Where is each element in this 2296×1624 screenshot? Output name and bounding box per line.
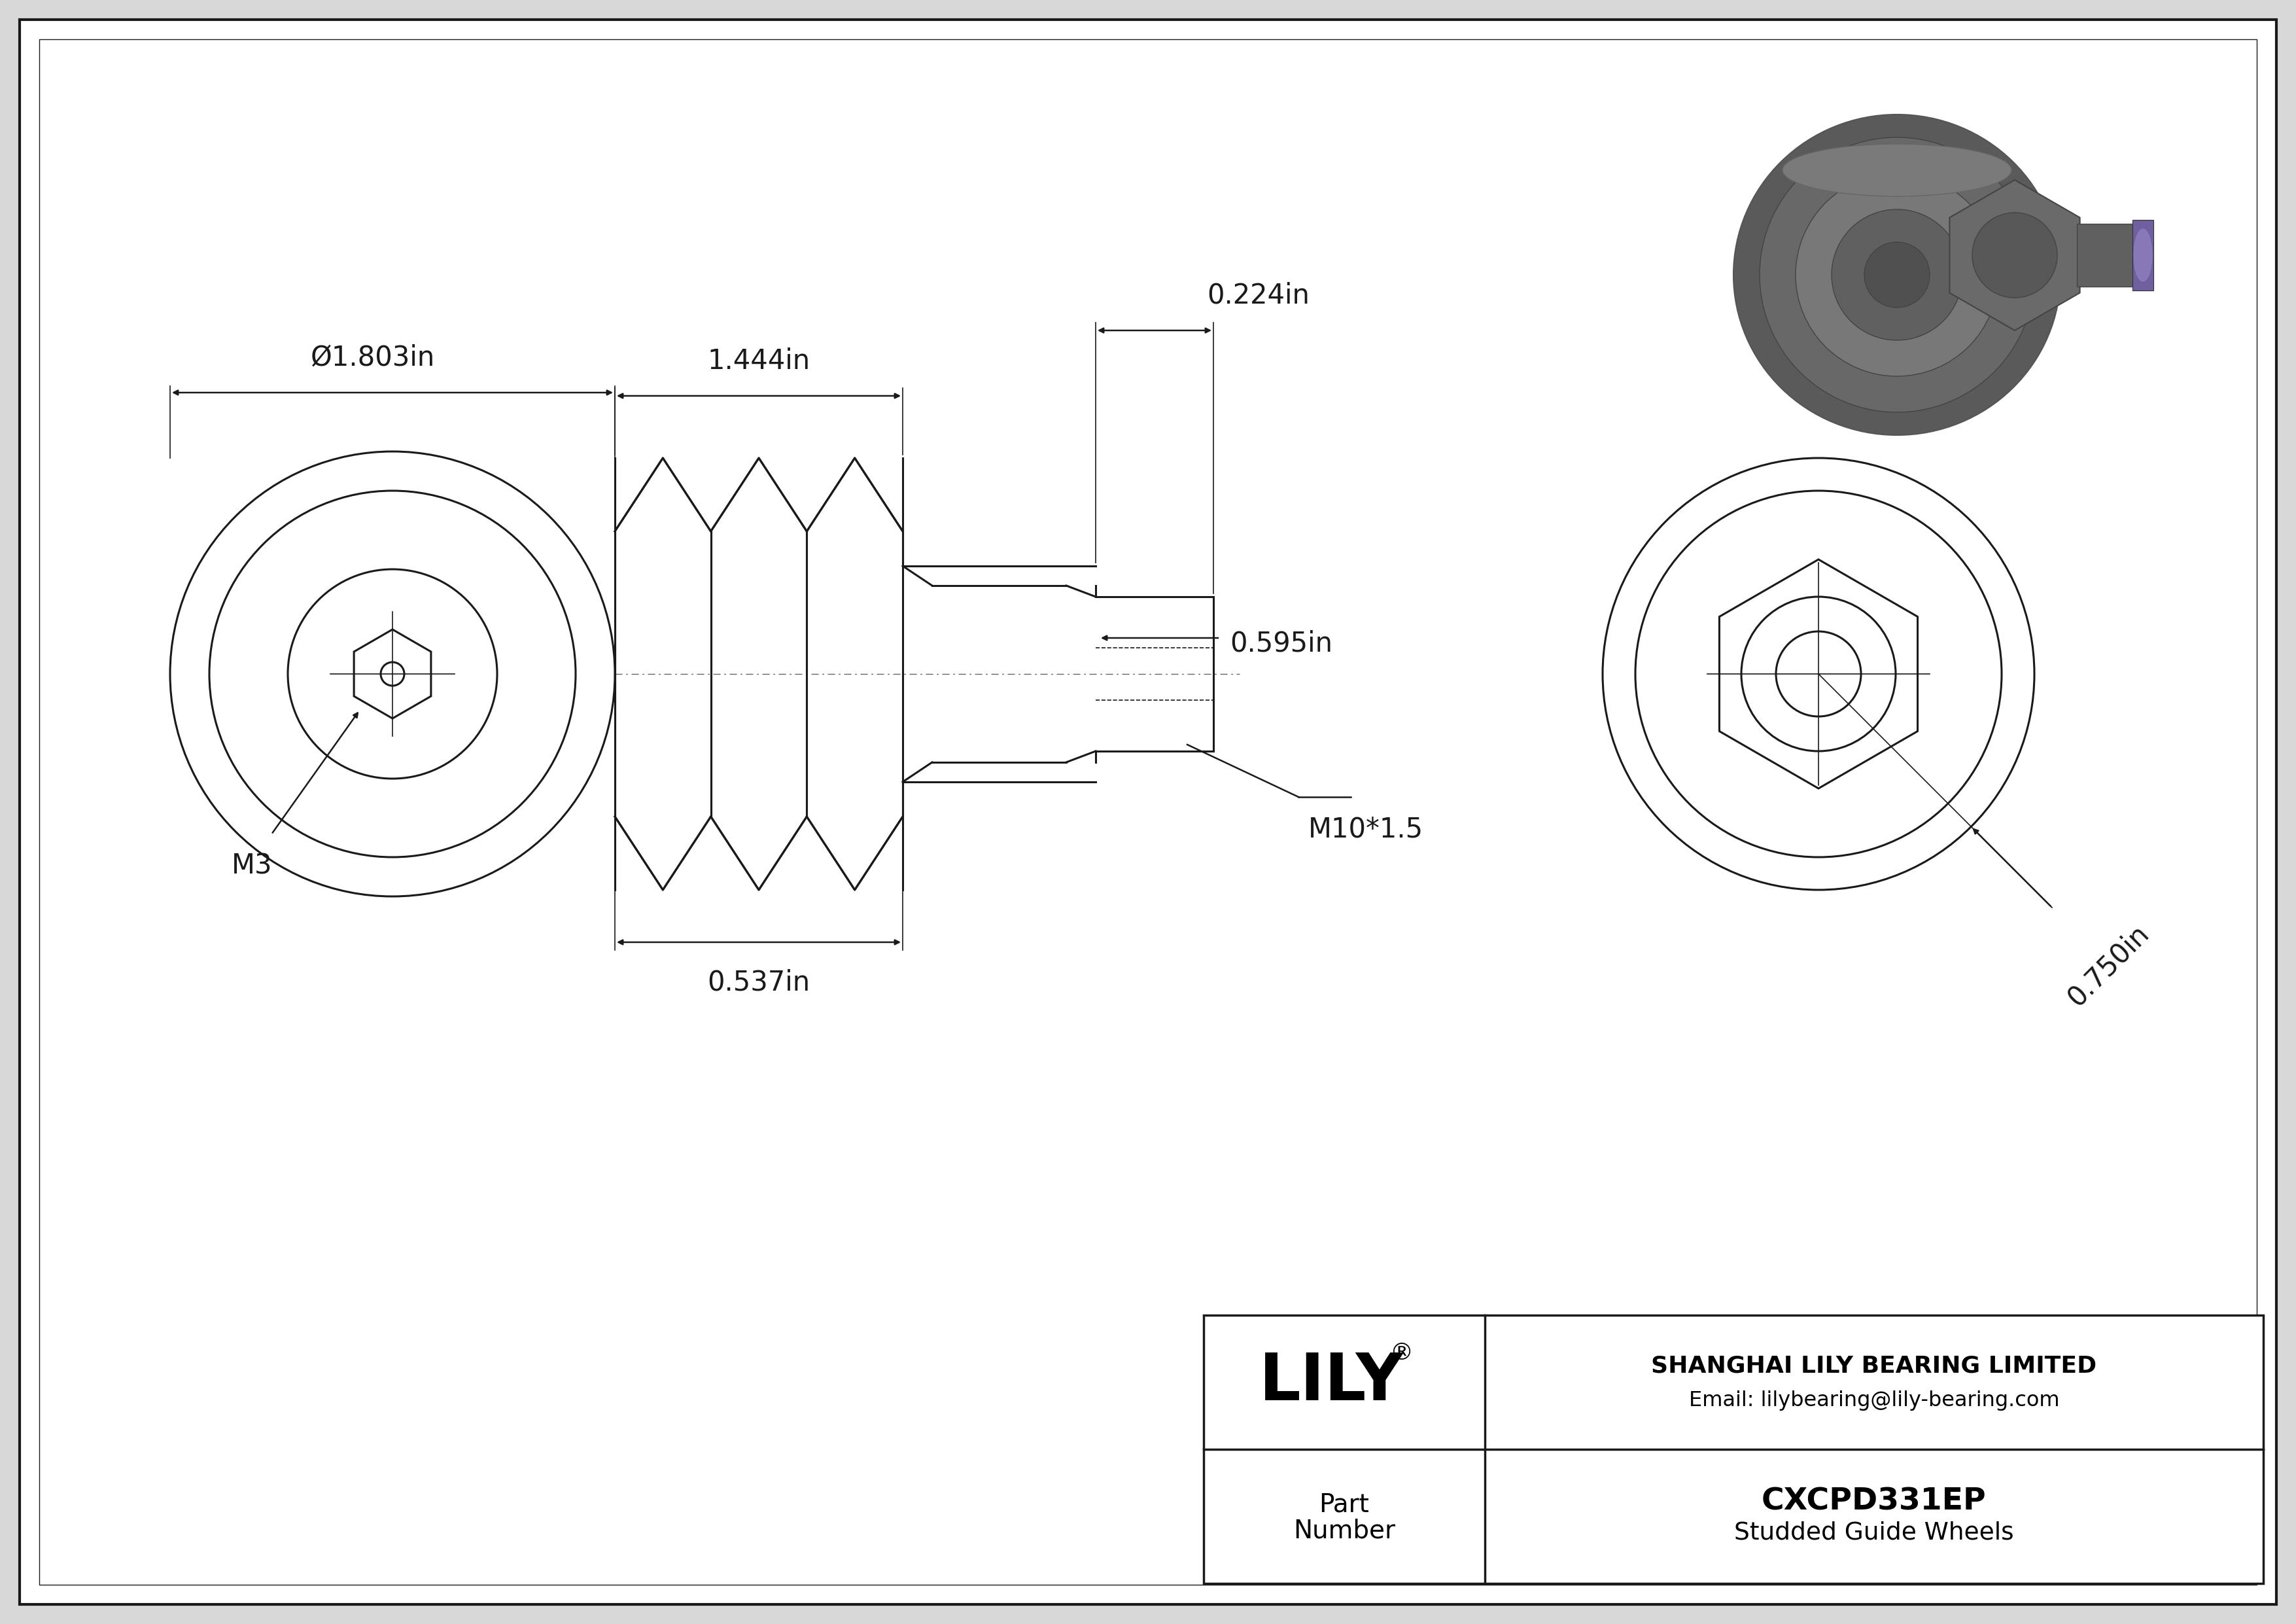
Polygon shape <box>1720 559 1917 788</box>
Circle shape <box>1635 490 2002 857</box>
Text: 0.595in: 0.595in <box>1231 630 1332 658</box>
Text: ®: ® <box>1389 1341 1414 1364</box>
Circle shape <box>170 451 615 896</box>
Circle shape <box>1603 458 2034 890</box>
Polygon shape <box>1949 180 2080 330</box>
Circle shape <box>209 490 576 857</box>
Text: Ø1.803in: Ø1.803in <box>310 344 434 372</box>
Ellipse shape <box>2133 229 2151 281</box>
Text: Studded Guide Wheels: Studded Guide Wheels <box>1733 1522 2014 1544</box>
Text: 0.750in: 0.750in <box>2062 919 2154 1012</box>
Text: 0.537in: 0.537in <box>707 968 810 996</box>
Bar <box>1203 1315 2264 1583</box>
Ellipse shape <box>1832 209 1963 341</box>
Circle shape <box>381 663 404 685</box>
Ellipse shape <box>1795 174 1998 377</box>
Ellipse shape <box>1782 145 2011 197</box>
Text: LILY: LILY <box>1258 1351 1403 1415</box>
Text: Email: lilybearing@lily-bearing.com: Email: lilybearing@lily-bearing.com <box>1690 1390 2060 1411</box>
Ellipse shape <box>1759 138 2034 412</box>
Circle shape <box>1972 213 2057 297</box>
Text: 0.224in: 0.224in <box>1208 283 1309 310</box>
Text: M10*1.5: M10*1.5 <box>1309 815 1424 843</box>
Text: CXCPD331EP: CXCPD331EP <box>1761 1488 1986 1517</box>
Text: SHANGHAI LILY BEARING LIMITED: SHANGHAI LILY BEARING LIMITED <box>1651 1354 2096 1377</box>
Circle shape <box>287 570 498 778</box>
Polygon shape <box>354 630 432 718</box>
Ellipse shape <box>1733 115 2060 435</box>
Bar <box>2133 219 2154 291</box>
Text: M3: M3 <box>232 853 273 880</box>
Bar <box>2078 224 2149 286</box>
Circle shape <box>1740 596 1896 752</box>
Text: Number: Number <box>1293 1518 1396 1543</box>
Ellipse shape <box>1864 242 1929 307</box>
Text: 1.444in: 1.444in <box>707 348 810 375</box>
Circle shape <box>1777 632 1862 716</box>
Text: Part: Part <box>1320 1492 1368 1517</box>
